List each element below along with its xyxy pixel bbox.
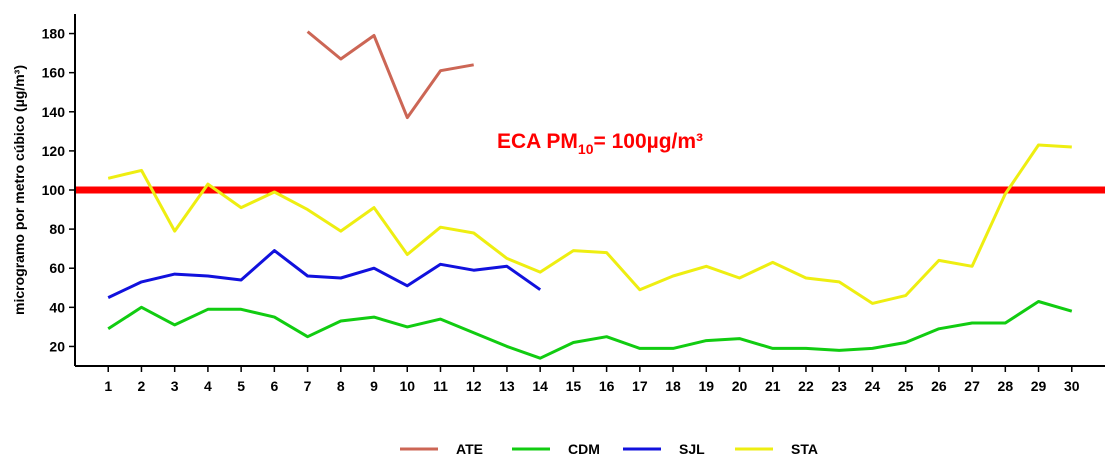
x-tick-label: 18 xyxy=(665,378,681,394)
x-tick-label: 15 xyxy=(566,378,582,394)
reference-line-label: ECA PM10= 100µg/m³ xyxy=(497,130,703,157)
plot-area xyxy=(75,30,1105,360)
x-tick-label: 3 xyxy=(171,378,179,394)
x-tick-label: 11 xyxy=(433,378,448,394)
x-tick-label: 7 xyxy=(304,378,312,394)
y-tick-label: 60 xyxy=(49,260,65,276)
legend-label-cdm: CDM xyxy=(568,441,600,456)
y-tick-label: 140 xyxy=(42,104,66,120)
x-tick-label: 27 xyxy=(964,378,980,394)
y-tick-label: 40 xyxy=(49,299,65,315)
x-tick-label: 10 xyxy=(399,378,415,394)
legend-label-sta: STA xyxy=(791,441,818,456)
x-tick-label: 30 xyxy=(1064,378,1080,394)
x-tick-label: 13 xyxy=(499,378,515,394)
x-tick-label: 12 xyxy=(466,378,482,394)
legend: ATE CDM SJL STA xyxy=(400,441,818,456)
y-axis-label: microgramo por metro cúbico (µg/m³) xyxy=(11,65,27,315)
x-tick-label: 25 xyxy=(898,378,914,394)
y-tick-label: 180 xyxy=(42,26,66,42)
x-axis: 1 2 3 4 5 6 7 8 9 10 11 12 13 14 15 16 17 18 19 20 21 22 23 24 2… xyxy=(75,365,1105,394)
y-tick-label: 20 xyxy=(49,338,65,354)
y-tick-label: 160 xyxy=(42,65,66,81)
y-axis: 20 40 60 80 100 120 140 160 180 xyxy=(42,14,76,366)
legend-label-sjl: SJL xyxy=(679,441,705,456)
x-tick-label: 26 xyxy=(931,378,947,394)
x-tick-label: 24 xyxy=(865,378,881,394)
x-tick-label: 28 xyxy=(998,378,1014,394)
reference-label-prefix: ECA PM xyxy=(497,130,578,153)
x-tick-label: 1 xyxy=(104,378,112,394)
y-tick-label: 120 xyxy=(42,143,66,159)
series-line-sjl xyxy=(107,249,542,299)
x-tick-label: 19 xyxy=(699,378,715,394)
y-tick-label: 80 xyxy=(49,221,65,237)
x-tick-label: 16 xyxy=(599,378,615,394)
x-tick-label: 23 xyxy=(831,378,847,394)
x-tick-label: 4 xyxy=(204,378,212,394)
y-tick-label: 100 xyxy=(42,182,66,198)
x-tick-label: 20 xyxy=(732,378,748,394)
x-tick-label: 14 xyxy=(532,378,548,394)
x-tick-label: 22 xyxy=(798,378,814,394)
legend-label-ate: ATE xyxy=(456,441,483,456)
series-line-cdm xyxy=(107,300,1073,360)
x-tick-label: 5 xyxy=(237,378,245,394)
x-tick-label: 2 xyxy=(138,378,146,394)
x-tick-label: 17 xyxy=(632,378,648,394)
x-tick-label: 8 xyxy=(337,378,345,394)
x-tick-label: 6 xyxy=(270,378,278,394)
series-line-ate xyxy=(306,30,474,120)
x-tick-label: 9 xyxy=(370,378,378,394)
reference-label-suffix: = 100µg/m³ xyxy=(593,130,703,153)
series-line-sta xyxy=(107,143,1072,305)
x-tick-label: 29 xyxy=(1031,378,1047,394)
reference-label-sub: 10 xyxy=(578,141,594,157)
x-tick-label: 21 xyxy=(765,378,781,394)
